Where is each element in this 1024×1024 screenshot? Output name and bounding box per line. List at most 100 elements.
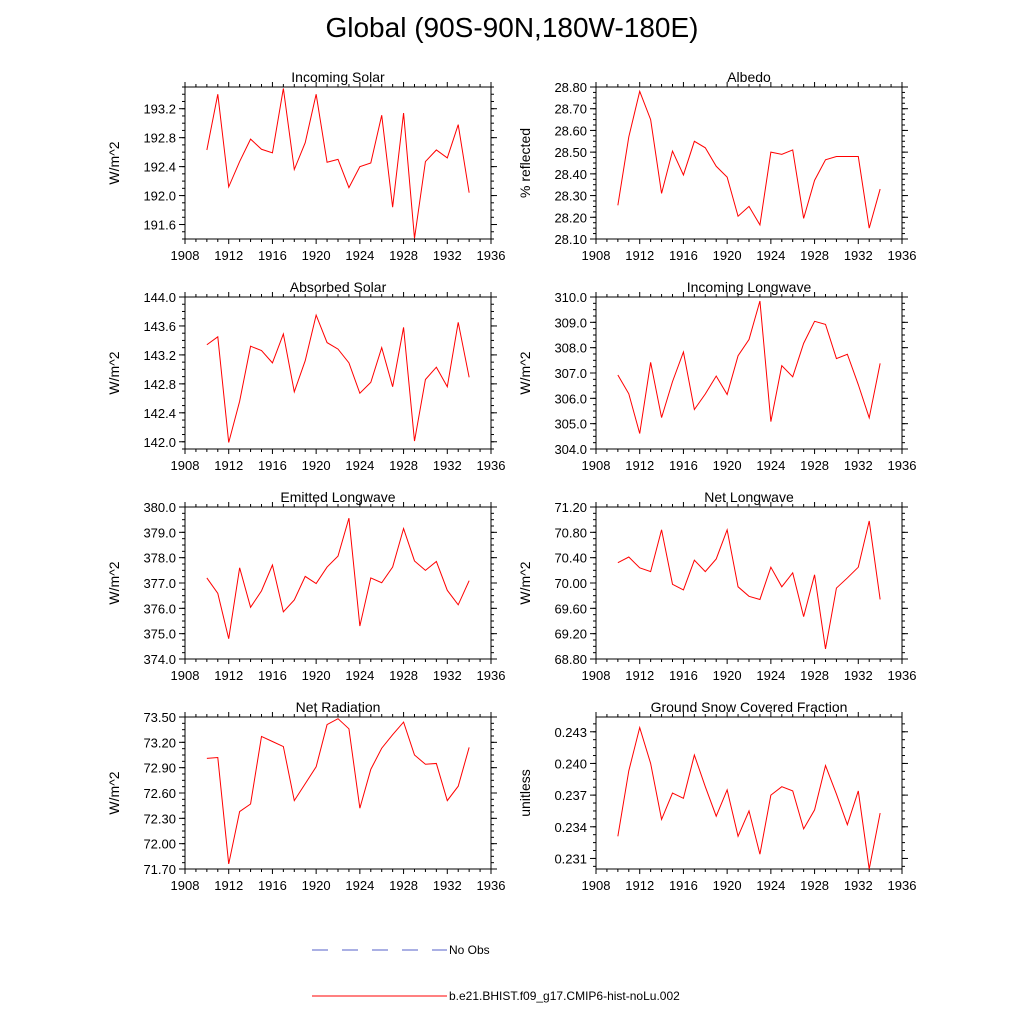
chart-incoming-solar: Incoming Solar W/m^2 1908 1912 1916 1920 1924 1…	[106, 69, 505, 263]
y-tick-label: 380.0	[143, 500, 176, 515]
y-tick-label: 71.70	[143, 862, 176, 877]
y-tick-label: 28.50	[554, 145, 587, 160]
y-tick-label: 144.0	[143, 290, 176, 305]
chart-title: Absorbed Solar	[290, 279, 387, 295]
x-tick-label: 1912	[625, 668, 654, 683]
x-tick-label: 1936	[888, 668, 917, 683]
x-tick-label: 1928	[800, 668, 829, 683]
chart-title: Net Longwave	[704, 489, 794, 505]
x-tick-label: 1912	[214, 668, 243, 683]
y-axis-label: W/m^2	[517, 561, 533, 604]
x-tick-label: 1908	[171, 878, 200, 893]
y-tick-label: 308.0	[554, 341, 587, 356]
y-tick-label: 28.10	[554, 232, 587, 247]
y-tick-label: 376.0	[143, 601, 176, 616]
y-tick-label: 28.80	[554, 80, 587, 95]
series-line	[206, 518, 470, 639]
y-axis-label: W/m^2	[106, 141, 122, 184]
x-tick-label: 1908	[582, 248, 611, 263]
y-tick-label: 142.4	[143, 406, 176, 421]
y-tick-label: 0.234	[554, 820, 587, 835]
y-tick-label: 0.231	[554, 851, 587, 866]
x-tick-label: 1908	[171, 458, 200, 473]
y-tick-label: 191.6	[143, 218, 176, 233]
y-axis-label: W/m^2	[106, 771, 122, 814]
y-tick-label: 192.8	[143, 131, 176, 146]
chart-ground-snow-covered-fraction: Ground Snow Covered Fraction unitless 1908…	[517, 699, 916, 893]
y-tick-label: 306.0	[554, 391, 587, 406]
x-tick-label: 1924	[756, 248, 785, 263]
x-tick-label: 1928	[800, 878, 829, 893]
y-tick-label: 28.70	[554, 102, 587, 117]
x-tick-label: 1912	[214, 878, 243, 893]
y-tick-label: 304.0	[554, 442, 587, 457]
series-line	[206, 88, 470, 239]
x-tick-label: 1928	[389, 668, 418, 683]
x-tick-label: 1920	[302, 458, 331, 473]
x-tick-label: 1932	[844, 248, 873, 263]
x-tick-label: 1920	[713, 878, 742, 893]
x-tick-label: 1932	[433, 458, 462, 473]
chart-net-longwave: Net Longwave W/m^2 1908 1912 1916 1920 1924 192…	[517, 489, 916, 683]
y-tick-label: 0.243	[554, 725, 587, 740]
x-tick-label: 1928	[389, 248, 418, 263]
y-tick-label: 70.00	[554, 576, 587, 591]
x-tick-label: 1912	[625, 248, 654, 263]
y-tick-label: 309.0	[554, 315, 587, 330]
x-tick-label: 1920	[302, 878, 331, 893]
legend: No Obs b.e21.BHIST.f09_g17.CMIP6-hist-no…	[312, 943, 680, 1003]
y-tick-label: 377.0	[143, 576, 176, 591]
x-tick-label: 1924	[756, 878, 785, 893]
legend-label-model: b.e21.BHIST.f09_g17.CMIP6-hist-noLu.002	[449, 989, 680, 1003]
x-tick-label: 1924	[756, 458, 785, 473]
x-tick-label: 1928	[800, 248, 829, 263]
chart-title: Albedo	[727, 69, 771, 85]
y-axis-label: % reflected	[517, 128, 533, 198]
x-tick-label: 1920	[713, 248, 742, 263]
series-line	[206, 718, 470, 865]
y-tick-label: 70.40	[554, 551, 587, 566]
y-axis-label: W/m^2	[517, 351, 533, 394]
y-tick-label: 28.40	[554, 167, 587, 182]
x-tick-label: 1920	[713, 668, 742, 683]
x-tick-label: 1924	[345, 668, 374, 683]
y-tick-label: 28.30	[554, 189, 587, 204]
x-tick-label: 1924	[345, 458, 374, 473]
y-tick-label: 72.00	[143, 837, 176, 852]
x-tick-label: 1932	[844, 458, 873, 473]
x-tick-label: 1912	[625, 458, 654, 473]
y-tick-label: 307.0	[554, 366, 587, 381]
y-axis-label: W/m^2	[106, 351, 122, 394]
chart-incoming-longwave: Incoming Longwave W/m^2 1908 1912 1916 1920 19…	[517, 279, 916, 473]
chart-emitted-longwave: Emitted Longwave W/m^2 1908 1912 1916 1920 192…	[106, 489, 505, 683]
x-tick-label: 1916	[669, 878, 698, 893]
legend-label-no-obs: No Obs	[449, 943, 490, 957]
y-tick-label: 374.0	[143, 652, 176, 667]
x-tick-label: 1908	[582, 878, 611, 893]
x-tick-label: 1908	[171, 248, 200, 263]
x-tick-label: 1924	[756, 668, 785, 683]
y-tick-label: 378.0	[143, 551, 176, 566]
x-tick-label: 1916	[669, 668, 698, 683]
x-tick-label: 1920	[713, 458, 742, 473]
y-tick-label: 192.0	[143, 189, 176, 204]
x-tick-label: 1908	[582, 668, 611, 683]
chart-panels: Incoming Solar W/m^2 1908 1912 1916 1920 1924 1…	[106, 69, 916, 893]
y-tick-label: 72.30	[143, 811, 176, 826]
y-tick-label: 305.0	[554, 417, 587, 432]
x-tick-label: 1912	[214, 248, 243, 263]
x-tick-label: 1916	[258, 458, 287, 473]
x-tick-label: 1936	[888, 248, 917, 263]
y-tick-label: 73.20	[143, 735, 176, 750]
chart-net-radiation: Net Radiation W/m^2 1908 1912 1916 1920 1924 19…	[106, 699, 505, 893]
x-tick-label: 1932	[433, 878, 462, 893]
plot-frame	[184, 86, 492, 240]
chart-albedo: Albedo % reflected 1908 1912 1916 1920 1924 192…	[517, 69, 916, 263]
chart-title: Incoming Solar	[291, 69, 385, 85]
plot-frame	[595, 296, 903, 450]
series-line	[617, 89, 881, 229]
x-tick-label: 1912	[625, 878, 654, 893]
x-tick-label: 1936	[477, 878, 506, 893]
y-tick-label: 72.60	[143, 786, 176, 801]
x-tick-label: 1932	[433, 668, 462, 683]
